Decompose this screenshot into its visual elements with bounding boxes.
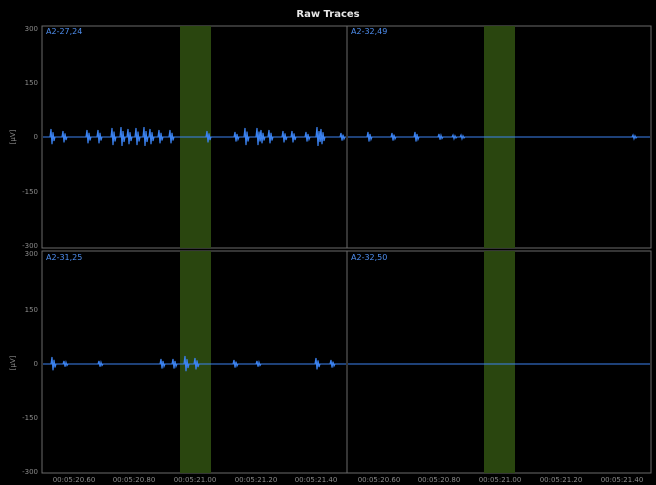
trace-spike — [413, 131, 420, 142]
trace-spike — [304, 131, 311, 142]
panel-label: A2-31,25 — [46, 253, 82, 262]
x-ticks-right: 00:05:20.60 00:05:20.80 00:05:21.00 00:0… — [358, 476, 644, 484]
y-tick: 150 — [25, 79, 38, 87]
trace-spike — [159, 358, 166, 369]
highlight-band — [484, 251, 515, 473]
trace-spike — [134, 127, 141, 146]
panel-label: A2-27,24 — [46, 27, 82, 36]
trace-spike — [62, 359, 69, 367]
x-tick: 00:05:21.00 — [174, 476, 217, 484]
trace-spike — [314, 357, 321, 370]
x-tick: 00:05:20.80 — [113, 476, 156, 484]
x-tick: 00:05:21.40 — [601, 476, 644, 484]
y-unit-label: [µV] — [9, 355, 17, 370]
trace-spike — [119, 126, 126, 147]
trace-spike — [168, 129, 175, 144]
trace-spike — [193, 357, 200, 370]
trace-spike — [437, 132, 444, 140]
trace-spike — [232, 359, 239, 368]
y-tick: -300 — [22, 468, 38, 476]
trace-spike — [390, 132, 397, 141]
trace-spike — [61, 130, 68, 143]
trace-spike — [366, 131, 373, 142]
trace-spike — [255, 127, 262, 146]
trace-spike — [329, 359, 336, 368]
x-tick: 00:05:21.40 — [295, 476, 338, 484]
y-tick: 300 — [25, 250, 38, 258]
trace-spike — [205, 130, 212, 143]
trace-spike — [255, 359, 262, 367]
trace-spike — [267, 129, 274, 144]
y-tick: -300 — [22, 242, 38, 250]
trace-spike — [142, 126, 149, 147]
plot-title: Raw Traces — [296, 9, 360, 20]
trace-spike — [49, 128, 56, 145]
y-tick: 150 — [25, 306, 38, 314]
trace-spike — [233, 131, 240, 142]
y-tick: 0 — [34, 133, 38, 141]
trace-spike — [259, 129, 266, 144]
trace-spike — [339, 132, 346, 141]
x-tick: 00:05:21.20 — [235, 476, 278, 484]
panel-label: A2-32,50 — [351, 253, 387, 262]
x-ticks-left: 00:05:20.60 00:05:20.80 00:05:21.00 00:0… — [53, 476, 338, 484]
trace-spike — [97, 359, 104, 367]
trace-spike — [183, 355, 190, 372]
trace-spike — [315, 126, 322, 147]
y-ticks-top: 300 150 0 -150 -300 — [22, 25, 38, 250]
trace-spike — [126, 128, 133, 145]
y-unit-label: [µV] — [9, 129, 17, 144]
panel-label: A2-32,49 — [351, 27, 387, 36]
trace-spike — [451, 133, 458, 141]
trace-spike — [290, 130, 297, 143]
x-tick: 00:05:20.60 — [358, 476, 401, 484]
y-tick: 0 — [34, 360, 38, 368]
y-ticks-bottom: 300 150 0 -150 -300 — [22, 250, 38, 476]
trace-spike — [631, 133, 638, 141]
y-tick: -150 — [22, 414, 38, 422]
x-tick: 00:05:21.20 — [540, 476, 583, 484]
panel-frames — [41, 25, 652, 474]
trace-spike — [243, 127, 250, 146]
trace-spike — [110, 127, 117, 146]
trace-spike — [459, 133, 466, 141]
x-tick: 00:05:21.00 — [479, 476, 522, 484]
x-tick: 00:05:20.80 — [418, 476, 461, 484]
trace-spike — [148, 128, 155, 145]
trace-spike — [281, 130, 288, 143]
trace-spike — [171, 358, 178, 369]
traces — [43, 126, 650, 372]
trace-spike — [50, 356, 57, 371]
trace-spike — [319, 128, 326, 145]
y-tick: -150 — [22, 188, 38, 196]
x-tick: 00:05:20.60 — [53, 476, 96, 484]
trace-spike — [96, 129, 103, 144]
trace-spike — [157, 129, 164, 144]
trace-spike — [85, 129, 92, 144]
y-tick: 300 — [25, 25, 38, 33]
